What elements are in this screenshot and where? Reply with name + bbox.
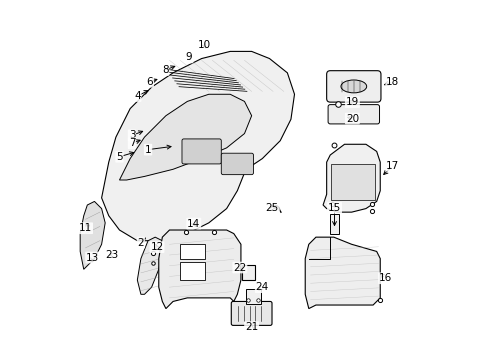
- Text: 2: 2: [137, 238, 144, 248]
- FancyBboxPatch shape: [231, 301, 271, 325]
- Text: 23: 23: [105, 250, 119, 260]
- Text: 3: 3: [128, 130, 135, 140]
- Bar: [245, 289, 260, 304]
- Text: 11: 11: [79, 223, 92, 233]
- Text: 10: 10: [198, 40, 211, 50]
- Polygon shape: [159, 230, 241, 309]
- Polygon shape: [305, 237, 380, 309]
- Text: 13: 13: [86, 252, 99, 262]
- Ellipse shape: [340, 80, 366, 93]
- Bar: [180, 244, 205, 258]
- Polygon shape: [137, 237, 162, 294]
- Text: 9: 9: [185, 53, 192, 63]
- FancyBboxPatch shape: [326, 71, 380, 102]
- Text: 22: 22: [233, 262, 246, 273]
- Text: 25: 25: [265, 203, 279, 213]
- FancyBboxPatch shape: [221, 153, 253, 175]
- Text: 18: 18: [386, 77, 399, 87]
- Text: 14: 14: [187, 219, 200, 229]
- Text: 8: 8: [162, 65, 168, 75]
- Bar: [242, 265, 255, 280]
- Polygon shape: [119, 94, 251, 180]
- Polygon shape: [323, 144, 380, 212]
- Text: 1: 1: [144, 145, 151, 155]
- Text: 5: 5: [116, 152, 122, 162]
- Text: 19: 19: [345, 97, 358, 107]
- Bar: [180, 262, 205, 280]
- Text: 15: 15: [327, 203, 341, 213]
- Text: 20: 20: [345, 113, 358, 123]
- Text: 21: 21: [244, 322, 258, 332]
- Text: 6: 6: [146, 77, 153, 87]
- Bar: [329, 213, 338, 234]
- Text: 17: 17: [386, 161, 399, 171]
- Text: 12: 12: [150, 242, 163, 252]
- Text: 7: 7: [128, 138, 135, 148]
- FancyBboxPatch shape: [182, 139, 221, 164]
- Text: 4: 4: [134, 91, 141, 101]
- Polygon shape: [102, 51, 294, 241]
- FancyBboxPatch shape: [327, 105, 379, 124]
- Bar: [330, 164, 374, 201]
- Text: 16: 16: [378, 273, 391, 283]
- Text: 24: 24: [255, 282, 268, 292]
- Polygon shape: [80, 202, 105, 269]
